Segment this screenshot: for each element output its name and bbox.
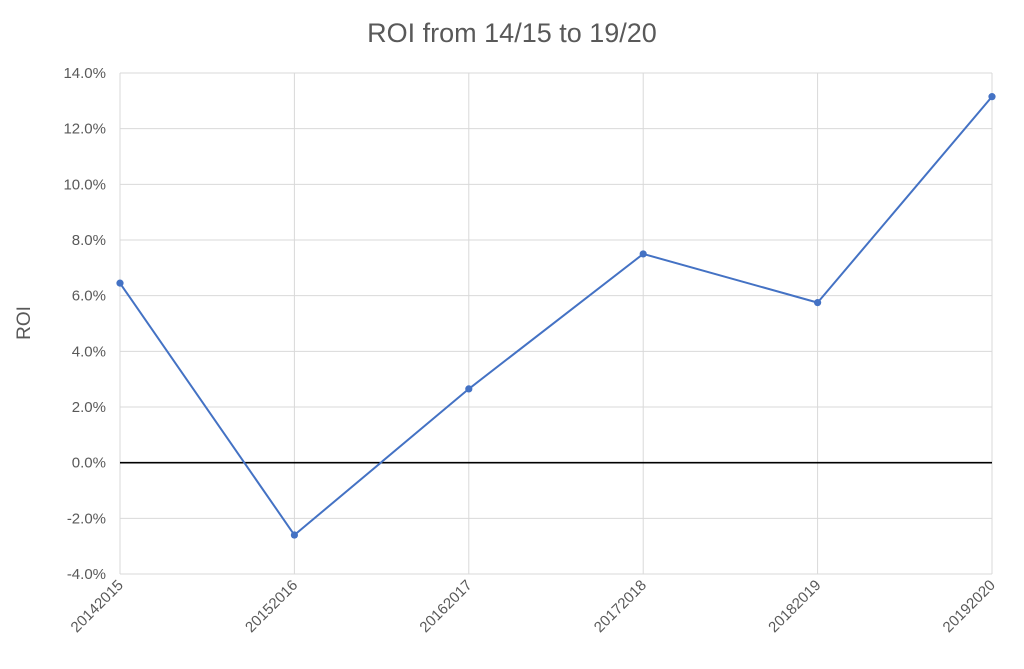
chart-title: ROI from 14/15 to 19/20 xyxy=(367,18,657,48)
x-tick-label: 20182019 xyxy=(765,577,824,636)
y-tick-label: 0.0% xyxy=(72,455,106,472)
data-point xyxy=(465,385,473,393)
y-axis-label: ROI xyxy=(14,306,35,340)
y-tick-label: -2.0% xyxy=(67,510,106,527)
y-tick-label: 14.0% xyxy=(63,65,106,82)
series-line xyxy=(119,96,993,537)
tick-label-layer: -4.0% -2.0% 0.0% 2.0% 4.0% 6.0% 8.0% 10.0% 12.0%… xyxy=(63,65,998,636)
x-tick-label: 20142015 xyxy=(68,577,127,636)
x-tick-label: 20152016 xyxy=(242,577,301,636)
y-tick-label: 4.0% xyxy=(72,343,106,360)
x-tick-label: 20172018 xyxy=(591,577,650,636)
data-point xyxy=(116,279,124,287)
data-point xyxy=(988,93,996,101)
y-tick-label: 8.0% xyxy=(72,232,106,249)
data-point xyxy=(814,299,822,307)
y-tick-label: 2.0% xyxy=(72,399,106,416)
y-tick-label: -4.0% xyxy=(67,566,106,583)
y-tick-label: 6.0% xyxy=(72,288,106,305)
data-point xyxy=(290,531,298,539)
series-layer xyxy=(116,93,996,539)
grid-layer xyxy=(119,72,993,575)
y-tick-label: 10.0% xyxy=(63,176,106,193)
x-tick-label: 20162017 xyxy=(416,577,475,636)
x-tick-label: 20192020 xyxy=(940,577,999,636)
data-point xyxy=(639,250,647,258)
y-tick-label: 12.0% xyxy=(63,121,106,138)
